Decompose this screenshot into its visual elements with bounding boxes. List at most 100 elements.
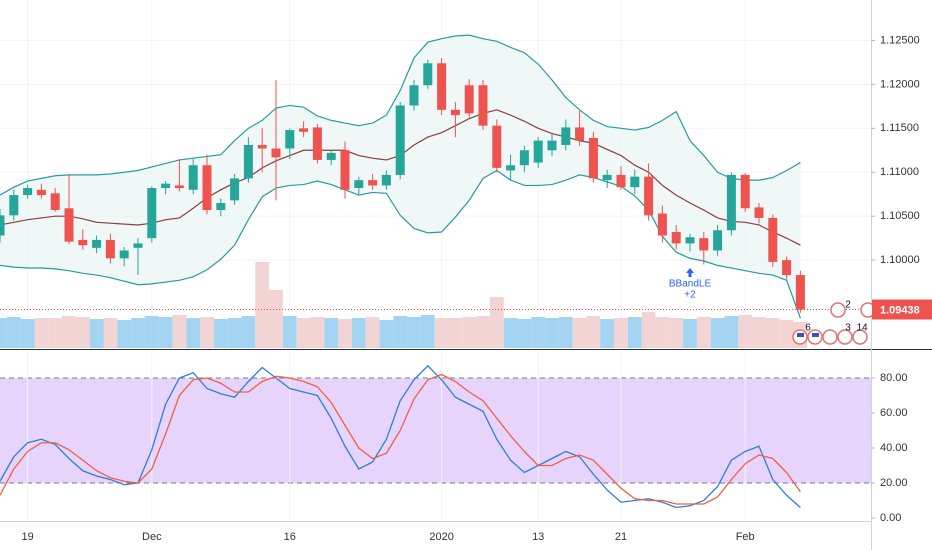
candle-body (547, 140, 557, 151)
candle-body (437, 63, 447, 110)
candle-body (133, 243, 143, 248)
y-tick-label: 0.00 (880, 512, 901, 524)
volume-bar (131, 318, 145, 348)
candle-body (754, 207, 764, 218)
candle-body (602, 174, 612, 181)
candle-body (0, 215, 5, 236)
x-tick-label: 2020 (429, 531, 453, 543)
candle-body (368, 180, 378, 186)
candle-body (575, 127, 585, 141)
volume-bar (752, 317, 766, 348)
volume-bar (20, 319, 35, 348)
candle-body (464, 85, 474, 114)
series-line (0, 373, 801, 505)
candle-body (257, 145, 267, 149)
y-tick-label: 1.11500 (880, 122, 919, 134)
volume-bar (531, 317, 546, 348)
volume-bar (103, 318, 118, 348)
volume-bar (765, 318, 780, 348)
event-count: 6 (805, 323, 811, 334)
series-line (0, 364, 801, 509)
volume-bar (600, 319, 615, 348)
volume-bar (586, 316, 601, 348)
volume-bar (710, 318, 725, 348)
volume-bar (310, 317, 325, 348)
last-price-tag (872, 299, 932, 320)
volume-bar (420, 315, 435, 348)
y-tick-label: 1.12000 (880, 78, 920, 90)
y-tick-label: 1.11000 (880, 166, 919, 178)
x-tick-label: 19 (21, 531, 33, 543)
candle-body (588, 137, 598, 179)
volume-bar (614, 318, 628, 348)
volume-bar (172, 315, 187, 348)
volume-bar (6, 317, 21, 348)
candle-body (161, 183, 171, 189)
signal-label: +2 (684, 290, 696, 301)
candle-body (644, 176, 654, 216)
signal-arrow (686, 268, 694, 277)
volume-bar (462, 317, 477, 348)
volume-bar (0, 318, 7, 348)
event-count: 2 (845, 300, 851, 311)
candle-body (64, 208, 74, 242)
volume-bar (683, 319, 697, 348)
candle-body (23, 188, 33, 196)
candle-body (699, 238, 709, 251)
volume-bar (269, 290, 283, 348)
event-icon (822, 329, 838, 345)
candle-body (395, 105, 405, 175)
volume-bar (434, 318, 449, 348)
candle-body (533, 140, 543, 163)
candle-body (36, 189, 46, 196)
y-tick-label: 1.10000 (880, 254, 920, 266)
candle-body (92, 239, 102, 248)
candle-body (78, 239, 88, 246)
volume-bar (641, 312, 656, 348)
candle-body (105, 239, 115, 259)
volume-bar (282, 316, 297, 348)
candle-body (561, 127, 571, 145)
level-band (0, 378, 871, 483)
volume-bar (241, 316, 256, 348)
candle-body (299, 128, 309, 132)
candle-body (492, 125, 502, 168)
candle-body (174, 185, 184, 189)
volume-bar (34, 318, 49, 348)
flag-icon (797, 333, 819, 337)
event-count: 14 (856, 323, 868, 334)
y-tick-label: 80.00 (880, 372, 908, 384)
volume-bar (324, 318, 339, 348)
candle-body (147, 188, 157, 239)
candle-body (713, 230, 723, 251)
stochastic-pane (0, 351, 871, 521)
volume-bar (476, 316, 490, 348)
y-tick-label: 20.00 (880, 477, 908, 489)
volume-bar (296, 318, 311, 348)
candle-body (119, 250, 129, 259)
candle-body (478, 85, 488, 126)
volume-bar (144, 316, 159, 348)
candle-body (782, 260, 792, 276)
candle-body (519, 150, 529, 166)
volume-bar (393, 316, 408, 348)
candle-body (243, 145, 253, 179)
candle-body (202, 165, 212, 211)
candle-body (188, 165, 198, 190)
candle-body (616, 174, 626, 188)
event-icon (852, 329, 868, 345)
candle-body (285, 130, 295, 149)
candle-body (506, 165, 516, 171)
candle-body (9, 195, 19, 216)
volume-bar (158, 317, 173, 348)
volume-bar (255, 262, 270, 348)
y-tick-label: 1.12500 (880, 34, 920, 46)
candle-body (216, 203, 226, 211)
volume-bar (572, 318, 587, 348)
candle-body (450, 109, 460, 116)
volume-bar (627, 317, 642, 348)
band-line (0, 169, 801, 319)
